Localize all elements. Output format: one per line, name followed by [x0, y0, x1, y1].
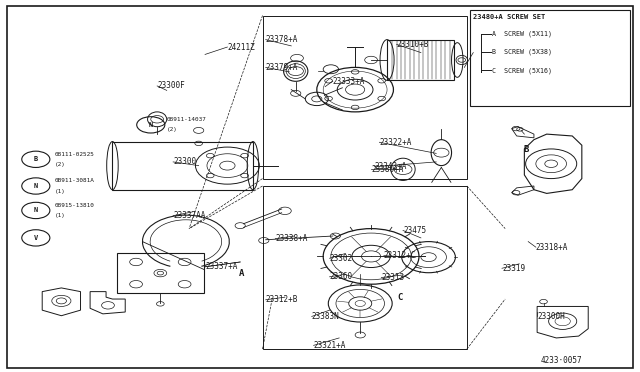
Text: N: N	[34, 183, 38, 189]
Text: 23343+A: 23343+A	[374, 162, 406, 171]
Text: 23337AA: 23337AA	[173, 211, 205, 220]
Text: 23337+A: 23337+A	[205, 262, 237, 271]
Text: 08911-14037: 08911-14037	[167, 117, 207, 122]
Text: C  SCREW (5X16): C SCREW (5X16)	[492, 67, 552, 74]
Text: 23312+C: 23312+C	[384, 251, 416, 260]
Text: 4233·0057: 4233·0057	[540, 356, 582, 365]
Text: N: N	[34, 208, 38, 214]
Text: (2): (2)	[55, 162, 66, 167]
Text: (2): (2)	[167, 128, 178, 132]
Text: 23378+A: 23378+A	[266, 35, 298, 44]
Text: 23475: 23475	[403, 226, 426, 235]
Text: 0B911-3081A: 0B911-3081A	[55, 179, 95, 183]
Text: B  SCREW (5X38): B SCREW (5X38)	[492, 49, 552, 55]
Text: C: C	[398, 294, 403, 302]
Text: 08111-02525: 08111-02525	[55, 152, 95, 157]
Text: 23321+A: 23321+A	[314, 341, 346, 350]
Text: 23480+A SCREW SET: 23480+A SCREW SET	[473, 15, 545, 20]
Text: 23360: 23360	[330, 272, 353, 281]
Text: 23383N: 23383N	[312, 312, 339, 321]
Text: 23300H: 23300H	[537, 312, 565, 321]
Text: A: A	[239, 269, 244, 278]
Text: 08915-13810: 08915-13810	[55, 203, 95, 208]
Text: 23318+A: 23318+A	[536, 243, 568, 251]
Text: 23319: 23319	[502, 264, 525, 273]
Text: 23313: 23313	[381, 273, 404, 282]
Text: 23302: 23302	[330, 254, 353, 263]
Text: 23312+B: 23312+B	[266, 295, 298, 304]
Text: A  SCREW (5X11): A SCREW (5X11)	[492, 31, 552, 37]
Text: 23333+A: 23333+A	[333, 77, 365, 86]
Text: V: V	[34, 235, 38, 241]
Text: 23300: 23300	[173, 157, 196, 166]
Text: N: N	[148, 122, 153, 128]
Text: (1): (1)	[55, 214, 66, 218]
Text: 23310+B: 23310+B	[397, 40, 429, 49]
Text: B: B	[524, 145, 529, 154]
Text: (1): (1)	[55, 189, 66, 194]
Text: 23322+A: 23322+A	[380, 138, 412, 147]
Text: 23379+A: 23379+A	[266, 63, 298, 72]
Text: B: B	[34, 156, 38, 162]
Text: 24211Z: 24211Z	[227, 42, 255, 51]
Text: 23380+A: 23380+A	[371, 165, 403, 174]
Text: 23300F: 23300F	[157, 81, 185, 90]
Text: 23338+A: 23338+A	[275, 234, 308, 243]
